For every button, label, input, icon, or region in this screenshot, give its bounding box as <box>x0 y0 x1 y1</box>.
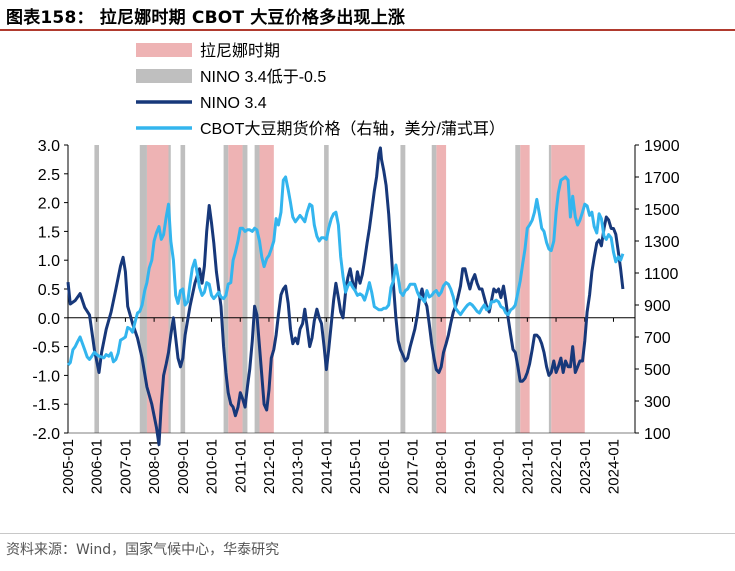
chart-legend: 拉尼娜时期 NINO 3.4低于-0.5 NINO 3.4 CBOT大豆期货价格（右轴… <box>136 42 505 138</box>
nino-low-band-0 <box>94 145 100 433</box>
nino34-line <box>66 146 625 446</box>
nino-low-band-11 <box>548 145 552 433</box>
nino-low-band-6 <box>242 145 248 433</box>
x-tick-label: 2019-01 <box>462 439 479 494</box>
x-tick-label: 2012-01 <box>261 439 278 494</box>
right-tick-label: 1500 <box>644 202 680 219</box>
x-tick-label: 2021-01 <box>519 439 536 494</box>
legend-label-nino34: NINO 3.4 <box>200 95 267 112</box>
x-tick-label: 2018-01 <box>433 439 450 494</box>
x-tick-label: 2022-01 <box>548 439 565 494</box>
left-tick-label: -1.0 <box>32 368 60 385</box>
chart-axes: 3.0 2.5 2.0 1.5 1.0 0.5 0.0 -0.5 -1.0 -1.5 -2.0 190… <box>32 138 679 494</box>
x-tick-label: 2017-01 <box>405 439 422 494</box>
legend-label-nino_low: NINO 3.4低于-0.5 <box>200 68 326 86</box>
left-tick-label: -2.0 <box>32 426 60 443</box>
right-tick-label: 1100 <box>644 266 679 283</box>
nino-low-band-8 <box>400 145 406 433</box>
x-tick-label: 2016-01 <box>376 439 393 494</box>
la-nina-band-0 <box>146 145 169 433</box>
chart-svg: 拉尼娜时期 NINO 3.4低于-0.5 NINO 3.4 CBOT大豆期货价格（右轴… <box>32 42 679 494</box>
legend-swatch-la_nina <box>136 43 192 57</box>
right-tick-label: 500 <box>644 362 671 379</box>
right-tick-label: 1900 <box>644 138 680 155</box>
left-tick-label: 1.5 <box>38 224 60 241</box>
source-note: 资料来源：Wind，国家气候中心，华泰研究 <box>6 542 280 558</box>
x-tick-label: 2010-01 <box>204 439 221 494</box>
right-tick-label: 700 <box>644 330 671 347</box>
right-tick-label: 1300 <box>644 234 680 251</box>
right-tick-label: 1700 <box>644 170 680 187</box>
left-tick-label: 0.5 <box>38 282 60 299</box>
nino-low-band-9 <box>431 145 437 433</box>
right-tick-label: 100 <box>644 426 671 443</box>
right-tick-label: 300 <box>644 394 671 411</box>
nino-low-band-1 <box>139 145 147 433</box>
footer-divider <box>0 533 735 534</box>
legend-swatch-nino_low <box>136 69 192 83</box>
x-tick-label: 2020-01 <box>491 439 508 494</box>
x-tick-label: 2008-01 <box>146 439 163 494</box>
series-lines <box>66 146 625 446</box>
period-bands <box>94 145 585 433</box>
la-nina-band-4 <box>520 145 530 433</box>
title-divider <box>0 29 735 31</box>
x-tick-label: 2023-01 <box>577 439 594 494</box>
right-tick-label: 900 <box>644 298 671 315</box>
x-tick-label: 2024-01 <box>605 439 622 494</box>
x-tick-label: 2013-01 <box>290 439 307 494</box>
x-tick-label: 2009-01 <box>175 439 192 494</box>
left-tick-label: -0.5 <box>32 340 60 357</box>
left-tick-label: 0.0 <box>38 311 60 328</box>
left-tick-label: -1.5 <box>32 397 60 414</box>
left-tick-label: 2.0 <box>38 196 60 213</box>
la-nina-band-1 <box>228 145 243 433</box>
nino-low-band-5 <box>254 145 260 433</box>
nino-low-band-7 <box>324 145 329 433</box>
x-tick-label: 2011-01 <box>232 439 249 493</box>
x-tick-label: 2007-01 <box>117 439 134 494</box>
left-tick-label: 3.0 <box>38 138 60 155</box>
x-tick-label: 2006-01 <box>89 439 106 494</box>
chart-title: 图表158： 拉尼娜时期 CBOT 大豆价格多出现上涨 <box>6 8 406 28</box>
cbot-price-line <box>66 175 625 367</box>
left-tick-label: 2.5 <box>38 167 60 184</box>
x-tick-label: 2015-01 <box>347 439 364 494</box>
x-tick-label: 2005-01 <box>60 439 77 494</box>
legend-label-la_nina: 拉尼娜时期 <box>200 42 280 60</box>
x-tick-label: 2014-01 <box>318 439 335 494</box>
nino-low-band-2 <box>168 145 171 433</box>
legend-label-cbot: CBOT大豆期货价格（右轴，美分/蒲式耳） <box>200 120 505 138</box>
left-tick-label: 1.0 <box>38 253 60 270</box>
